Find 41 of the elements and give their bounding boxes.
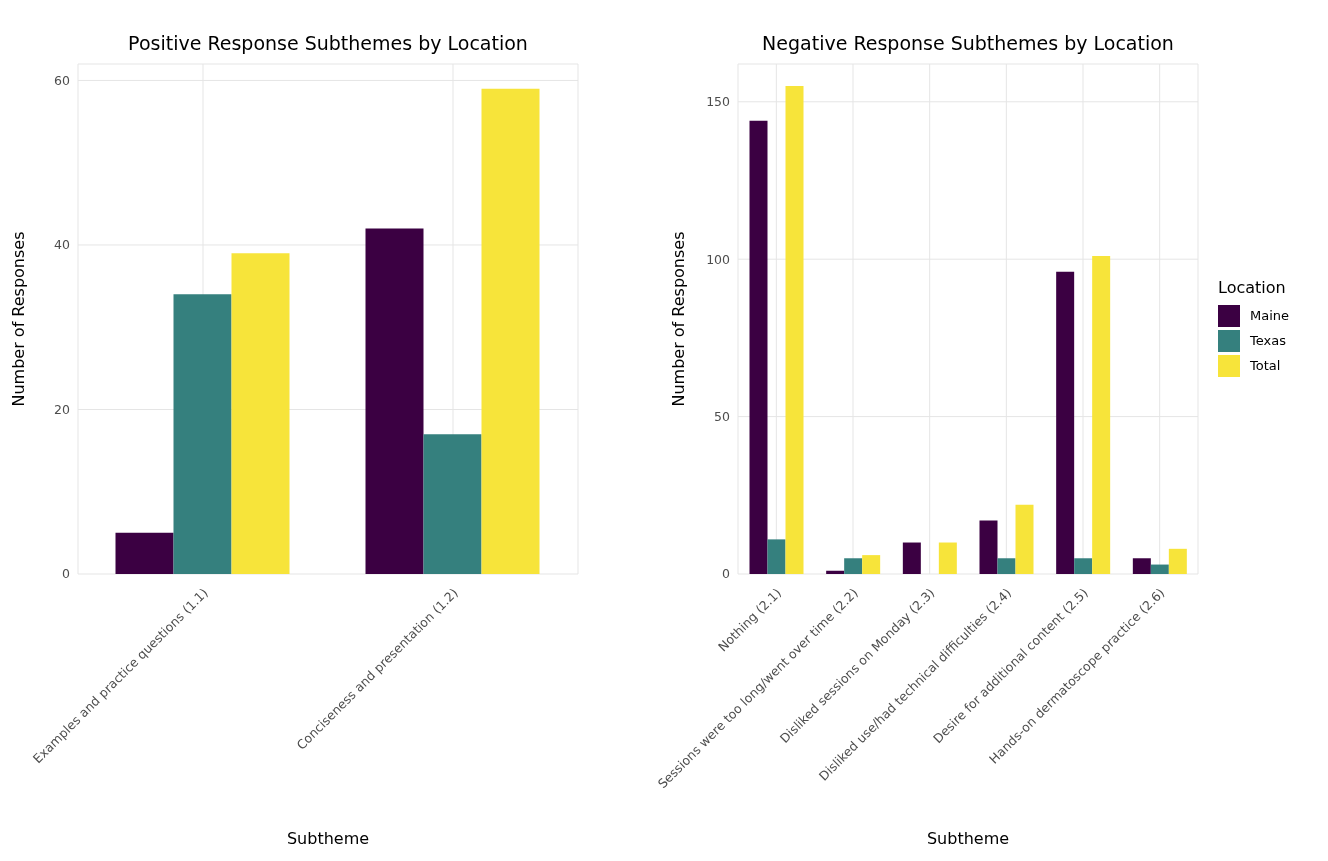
y-axis-title: Number of Responses — [8, 231, 28, 407]
y-tick-label: 50 — [714, 409, 731, 425]
bar — [749, 120, 768, 574]
chart-title: Positive Response Subthemes by Location — [127, 32, 529, 54]
bar — [365, 228, 424, 574]
legend-label: Maine — [1250, 308, 1290, 323]
y-tick-label: 60 — [54, 72, 71, 88]
y-tick-label: 150 — [706, 94, 731, 110]
bar — [1092, 256, 1111, 574]
bar — [231, 253, 290, 574]
bar — [862, 555, 881, 574]
y-tick-label: 0 — [722, 566, 731, 582]
bar — [979, 520, 998, 574]
y-tick-label: 100 — [706, 251, 731, 267]
bar — [844, 558, 863, 574]
x-axis-title: Subtheme — [286, 829, 370, 848]
bar — [423, 434, 482, 574]
bar — [826, 570, 845, 574]
bar — [173, 294, 232, 574]
legend-label: Total — [1250, 358, 1281, 373]
bar — [1074, 558, 1093, 574]
x-axis-title: Subtheme — [926, 829, 1010, 848]
bar — [902, 542, 921, 574]
bar — [1015, 504, 1034, 574]
legend-title: Location — [1218, 278, 1287, 297]
bar — [997, 558, 1016, 574]
chart-title: Negative Response Subthemes by Location — [761, 32, 1175, 54]
bar — [1168, 548, 1187, 574]
bar — [785, 86, 804, 574]
bar — [767, 539, 786, 574]
y-tick-label: 0 — [62, 566, 71, 582]
y-axis-title: Number of Responses — [668, 231, 688, 407]
legend-label: Texas — [1250, 333, 1286, 348]
bar — [481, 88, 540, 574]
y-tick-label: 20 — [54, 401, 71, 417]
bar — [1150, 564, 1169, 574]
bar — [1056, 271, 1075, 574]
bar — [1132, 558, 1151, 574]
bar — [938, 542, 957, 574]
y-tick-label: 40 — [54, 237, 71, 253]
bar — [115, 532, 174, 574]
